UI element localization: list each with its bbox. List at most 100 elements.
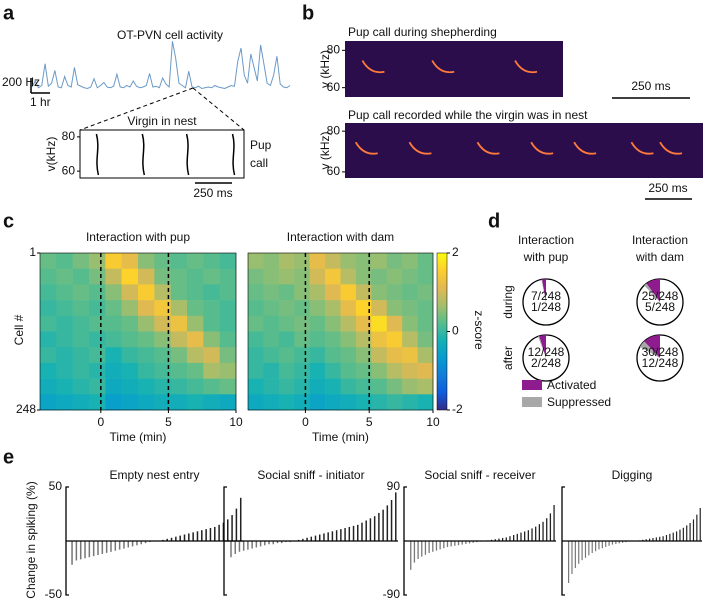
heatmap-cell <box>248 300 264 317</box>
heatmap-cell <box>386 331 403 348</box>
heatmap-cell <box>72 315 90 332</box>
pie-wedge <box>639 341 660 358</box>
bar <box>689 523 691 541</box>
x-tick-label: 10 <box>229 415 243 429</box>
bar <box>421 541 423 557</box>
bar <box>574 541 576 568</box>
legend-swatch <box>522 380 542 390</box>
chart-title: Social sniff - receiver <box>424 468 535 482</box>
pup-call <box>431 60 455 74</box>
bar <box>110 541 112 552</box>
bar <box>645 539 647 541</box>
heatmap-cell <box>402 268 418 285</box>
heatmap-cell <box>309 394 326 411</box>
bar <box>331 531 334 541</box>
bar <box>302 538 304 541</box>
bar <box>238 541 241 552</box>
pup-call <box>408 141 432 155</box>
bar <box>672 532 674 541</box>
heatmap-cell <box>278 362 295 379</box>
heatmap-cell <box>263 300 280 317</box>
pup-call <box>231 133 236 176</box>
bar <box>571 541 573 574</box>
bar <box>581 541 583 561</box>
heatmap-cell <box>154 362 171 379</box>
pup-call <box>95 133 100 176</box>
heatmap-cell <box>386 362 403 379</box>
spectrogram <box>79 129 245 179</box>
heatmap-cell <box>278 347 295 364</box>
y-axis-label: Cell # <box>12 314 26 345</box>
bar <box>114 541 117 551</box>
bar <box>323 533 325 541</box>
bar <box>443 541 445 549</box>
heatmap-cell <box>40 331 57 348</box>
heatmap-cell <box>40 378 57 395</box>
heatmap-cell <box>402 347 418 364</box>
heatmap-cell <box>203 378 220 395</box>
heatmap-cell <box>170 331 188 348</box>
bar <box>601 541 603 549</box>
pup-call <box>659 141 683 155</box>
bar <box>75 541 78 561</box>
heatmap-cell <box>187 300 204 317</box>
bar <box>513 535 515 541</box>
spectrogram <box>345 123 703 178</box>
heatmap-cell <box>121 362 139 379</box>
heatmap-cell <box>417 347 434 364</box>
activity-trace <box>31 41 291 90</box>
heatmap-cell <box>40 347 57 364</box>
heatmap-cell <box>72 362 90 379</box>
y-tick-label: 60 <box>62 163 76 177</box>
heatmap-cell <box>138 300 155 317</box>
bar <box>226 519 229 541</box>
heatmap-cell <box>263 315 280 332</box>
heatmap-cell <box>340 347 357 364</box>
bar <box>465 541 467 544</box>
heatmap-cell <box>219 331 237 348</box>
heatmap-cell <box>402 253 418 269</box>
heatmap-cell <box>138 253 155 269</box>
heatmap-cell <box>294 362 310 379</box>
colorbar-tick-label: -2 <box>452 402 463 416</box>
heatmap-cell <box>294 347 310 364</box>
heatmap-cell <box>121 253 139 269</box>
bar <box>622 541 624 543</box>
bar <box>527 530 529 541</box>
bar <box>127 541 130 548</box>
pup-call <box>530 141 554 155</box>
side-label: Pup <box>250 138 272 152</box>
heatmap-cell <box>355 331 372 348</box>
heatmap-cell <box>187 347 204 364</box>
heatmap-cell <box>154 315 171 332</box>
bar <box>649 538 651 541</box>
side-label: call <box>250 156 268 170</box>
bar <box>314 535 317 541</box>
bar <box>669 533 671 541</box>
bar <box>549 513 552 541</box>
bar <box>230 541 232 558</box>
heatmap-cell <box>371 300 388 317</box>
bar <box>357 524 359 541</box>
column-title: Interaction <box>518 233 574 247</box>
spectrogram-title: Virgin in nest <box>127 114 197 128</box>
heatmap-cell <box>248 331 264 348</box>
heatmap-cell <box>105 268 122 285</box>
heatmap-cell <box>371 394 388 411</box>
heatmap-cell <box>105 394 122 411</box>
heatmap-cell <box>138 378 155 395</box>
bar <box>92 541 95 557</box>
heatmap-cell <box>294 331 310 348</box>
bar <box>170 537 173 541</box>
heatmap-cell <box>325 315 341 332</box>
heatmap-cell <box>40 284 57 301</box>
bar <box>242 541 245 551</box>
pie-wedge <box>644 283 660 302</box>
bar <box>424 541 427 555</box>
panel-label: c <box>3 210 14 232</box>
y-tick-label: 1 <box>29 245 36 259</box>
heatmap-cell <box>105 347 122 364</box>
heatmap-cell <box>170 347 188 364</box>
bar <box>335 530 338 541</box>
heatmap-cell <box>278 268 295 285</box>
